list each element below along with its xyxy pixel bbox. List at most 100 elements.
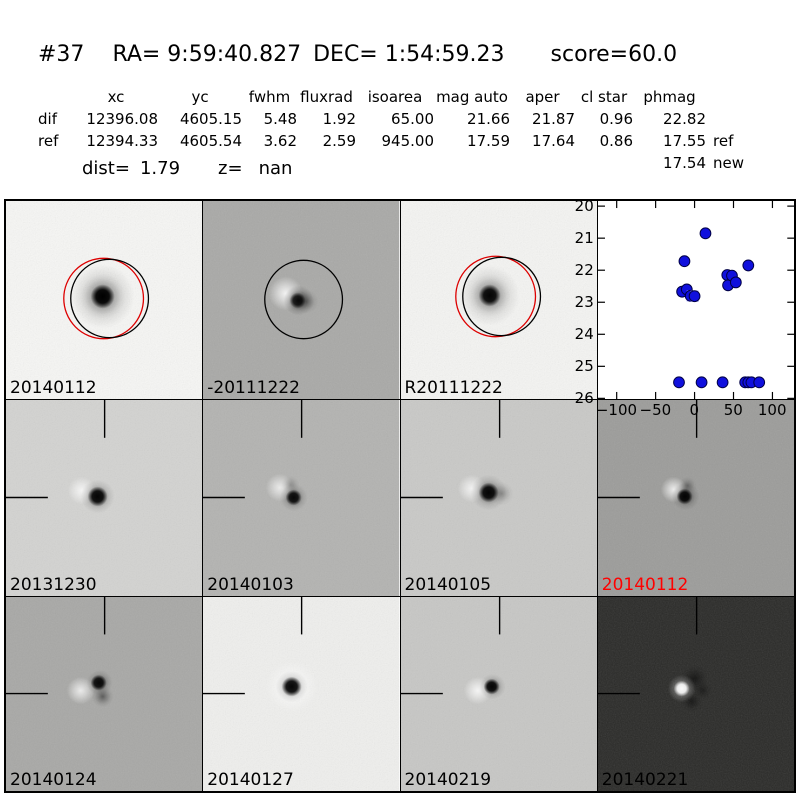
panel-cell-20140219: 20140219 bbox=[400, 597, 597, 791]
panel-cell-20140124: 20140124 bbox=[6, 597, 203, 791]
panel-cell-20140103: 20140103 bbox=[203, 400, 400, 596]
cell-suffix: ref bbox=[713, 132, 734, 150]
col-header-fwhm: fwhm bbox=[248, 88, 291, 106]
col-header-isoarea: isoarea bbox=[367, 88, 423, 106]
cell-extra-isoarea bbox=[356, 152, 434, 174]
row-label: dif bbox=[38, 110, 57, 128]
col-header-mag-auto: mag auto bbox=[436, 88, 508, 106]
cell-ref-cl-star: 0.86 bbox=[599, 132, 633, 150]
stamp-date-label: 20140112 bbox=[601, 575, 689, 595]
source-blob bbox=[91, 685, 114, 708]
source-blob bbox=[281, 676, 302, 697]
panel-cell-20140105: 20140105 bbox=[400, 400, 597, 596]
aperture-circle-red bbox=[454, 255, 536, 338]
cell-suffix: new bbox=[713, 154, 745, 172]
cell-ref-mag-auto: 17.59 bbox=[467, 132, 510, 150]
data-point-detections bbox=[742, 259, 754, 272]
data-point-upper-limits bbox=[716, 376, 729, 389]
cell-ref-fluxrad: 2.59 bbox=[322, 132, 356, 150]
data-point-upper-limits bbox=[672, 376, 685, 389]
aperture-circle-red bbox=[63, 257, 145, 340]
z-value: nan bbox=[258, 158, 293, 179]
cell-dif-fluxrad: 1.92 bbox=[322, 110, 356, 128]
cell-dif-yc: 4605.15 bbox=[179, 110, 242, 128]
panel-grid: 20140112 -20111222 R20111222 20131230 201401… bbox=[4, 199, 796, 793]
col-header-yc: yc bbox=[191, 88, 209, 106]
data-point-detections bbox=[688, 290, 701, 303]
source-blob bbox=[281, 475, 300, 494]
cell-dif-cl-star: 0.96 bbox=[599, 110, 633, 128]
stamp-date-label: 20140124 bbox=[10, 770, 97, 790]
stamp-new-20140112 bbox=[6, 201, 203, 399]
source-blob bbox=[478, 284, 501, 307]
photometry-table: xc yc fwhm fluxrad isoarea mag auto aper cl sta… bbox=[30, 86, 752, 174]
cell-ref-xc: 12394.33 bbox=[86, 132, 158, 150]
cell-dif-mag-auto: 21.66 bbox=[467, 110, 510, 128]
stamp-date-label: 20140105 bbox=[404, 575, 492, 595]
stamp-date-label: 20140221 bbox=[601, 770, 689, 790]
stamp-date-label: R20111222 bbox=[404, 378, 503, 398]
cell-dif-fwhm: 5.48 bbox=[263, 110, 297, 128]
source-blob bbox=[673, 680, 690, 697]
stamp-diff--20111222 bbox=[203, 201, 400, 399]
stamp-20140103 bbox=[203, 400, 400, 596]
data-point-upper-limits bbox=[753, 376, 765, 389]
photometry-row-dif: dif 12396.08 4605.15 5.48 1.92 65.00 21.66 21.8… bbox=[30, 108, 752, 130]
col-header-cl-star: cl star bbox=[580, 88, 628, 106]
source-blob bbox=[483, 678, 500, 695]
cell-dif-isoarea: 65.00 bbox=[391, 110, 434, 128]
data-point-detections bbox=[699, 227, 712, 240]
cell-dif-phmag: 22.82 bbox=[663, 110, 706, 128]
col-header-phmag: phmag bbox=[643, 88, 696, 106]
col-header-xc: xc bbox=[107, 88, 125, 106]
panel-cell-20140127: 20140127 bbox=[203, 597, 400, 791]
source-blob bbox=[87, 486, 108, 507]
panel-cell--20111222: -20111222 bbox=[203, 201, 400, 399]
data-point-detections bbox=[729, 276, 742, 289]
cell-extra-mag-auto bbox=[434, 152, 510, 174]
cell-ref-aper: 17.64 bbox=[532, 132, 575, 150]
aperture-circle-black bbox=[461, 256, 541, 337]
cell-ref-fwhm: 3.62 bbox=[263, 132, 297, 150]
cell-extra-fluxrad bbox=[297, 152, 356, 174]
cell-ref-isoarea: 945.00 bbox=[381, 132, 435, 150]
stamp-date-label: 20140103 bbox=[207, 575, 294, 595]
dist-line: dist= 1.79 z= nan bbox=[82, 158, 292, 179]
score-value: score=60.0 bbox=[550, 42, 678, 67]
col-header-suffix bbox=[706, 86, 752, 108]
lightcurve-plot bbox=[597, 201, 794, 399]
cell-ref-phmag: 17.55 bbox=[663, 132, 706, 150]
cell-extra-aper bbox=[510, 152, 575, 174]
photometry-row-ref: ref 12394.33 4605.54 3.62 2.59 945.00 17.59 17.… bbox=[30, 130, 752, 152]
col-header-blank bbox=[30, 86, 74, 108]
dist-value: 1.79 bbox=[139, 158, 181, 179]
source-blob bbox=[285, 489, 302, 506]
data-point-upper-limits bbox=[695, 376, 708, 389]
source-blob bbox=[489, 481, 514, 506]
stamp-date-label: 20131230 bbox=[10, 575, 97, 595]
dist-label: dist= bbox=[82, 158, 130, 179]
data-point-detections bbox=[678, 255, 691, 268]
photometry-table-wrap: xc yc fwhm fluxrad isoarea mag auto aper cl sta… bbox=[30, 86, 752, 174]
dec-value: DEC= 1:54:59.23 bbox=[313, 42, 505, 67]
stamp-date-label: 20140219 bbox=[404, 770, 492, 790]
title-bar: #37 RA= 9:59:40.827 DEC= 1:54:59.23 score=6… bbox=[38, 42, 677, 67]
row-label: ref bbox=[38, 132, 59, 150]
cell-dif-xc: 12396.08 bbox=[86, 110, 158, 128]
panel-cell-20140112: 20140112 bbox=[597, 400, 794, 596]
cell-ref-yc: 4605.54 bbox=[179, 132, 242, 150]
stamp-date-label: -20111222 bbox=[207, 378, 300, 398]
aperture-circle-black bbox=[70, 258, 150, 339]
aperture-circle-black bbox=[264, 259, 344, 340]
stamp-20140221 bbox=[597, 597, 794, 791]
col-header-aper: aper bbox=[525, 88, 560, 106]
row-label bbox=[30, 152, 74, 174]
source-blob bbox=[678, 476, 697, 495]
cell-extra-cl-star bbox=[575, 152, 633, 174]
stamp-20140219 bbox=[400, 597, 597, 791]
stamp-20140127 bbox=[203, 597, 400, 791]
source-blob bbox=[692, 680, 713, 701]
stamp-20140105 bbox=[400, 400, 597, 596]
panel-cell-20140112: 20140112 bbox=[6, 201, 203, 399]
photometry-header-row: xc yc fwhm fluxrad isoarea mag auto aper cl sta… bbox=[30, 86, 752, 108]
